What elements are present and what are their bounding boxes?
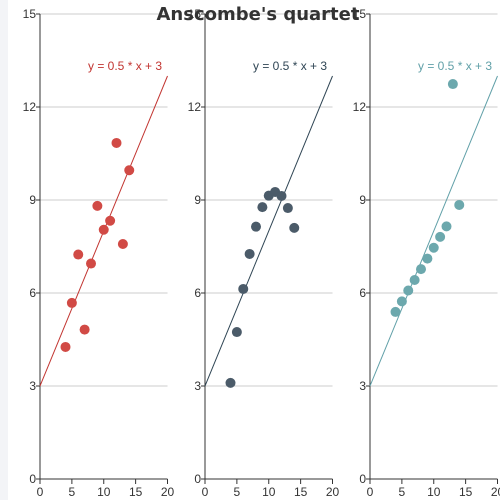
data-point bbox=[422, 253, 433, 264]
data-point bbox=[447, 79, 458, 90]
y-tick-label: 15 bbox=[188, 7, 202, 21]
x-tick-label: 15 bbox=[129, 485, 143, 499]
data-point bbox=[225, 377, 236, 388]
panel-1: 0 3 6 9 12 15 0 5 10 15 20 y = 0.5 * x + 3 bbox=[23, 7, 175, 499]
data-point bbox=[117, 239, 128, 250]
data-point bbox=[105, 215, 116, 226]
y-tick-label: 9 bbox=[29, 193, 36, 207]
data-point bbox=[251, 221, 261, 232]
data-point bbox=[454, 199, 465, 210]
y-tick-label: 3 bbox=[194, 379, 201, 393]
y-tick-label: 6 bbox=[29, 286, 36, 300]
regression-line bbox=[204, 75, 333, 387]
panel-3: 0 3 6 9 12 15 0 5 10 15 20 y = 0.5 * x + 3 bbox=[353, 7, 500, 499]
regression-line bbox=[369, 75, 498, 387]
left-edge-strip bbox=[0, 0, 8, 500]
y-tick-label: 15 bbox=[353, 7, 367, 21]
data-point bbox=[409, 274, 420, 285]
data-point bbox=[86, 258, 96, 269]
data-point bbox=[441, 221, 452, 232]
y-tick-label: 6 bbox=[194, 286, 201, 300]
x-tick-label: 10 bbox=[427, 485, 441, 499]
x-tick-label: 20 bbox=[161, 485, 175, 499]
panel-2: 0 3 6 9 12 15 0 5 10 15 20 y = 0.5 * x + 3 bbox=[188, 7, 340, 499]
data-point bbox=[111, 137, 122, 148]
data-point bbox=[92, 200, 103, 211]
x-tick-label: 20 bbox=[491, 485, 500, 499]
data-point bbox=[238, 283, 249, 294]
y-tick-label: 12 bbox=[23, 100, 37, 114]
data-point bbox=[66, 297, 77, 308]
data-point bbox=[60, 341, 71, 352]
data-point bbox=[289, 222, 300, 233]
equation-label: y = 0.5 * x + 3 bbox=[418, 59, 492, 73]
x-tick-label: 0 bbox=[37, 485, 44, 499]
y-tick-label: 0 bbox=[194, 472, 201, 486]
equation-label: y = 0.5 * x + 3 bbox=[253, 59, 327, 73]
data-point bbox=[396, 296, 407, 307]
x-tick-label: 5 bbox=[399, 485, 406, 499]
x-tick-label: 0 bbox=[367, 485, 374, 499]
data-point bbox=[416, 264, 426, 275]
data-point bbox=[124, 165, 135, 176]
x-tick-label: 10 bbox=[262, 485, 276, 499]
data-point bbox=[257, 202, 268, 213]
data-point bbox=[390, 306, 401, 317]
data-point bbox=[276, 190, 287, 201]
y-tick-label: 3 bbox=[29, 379, 36, 393]
x-tick-label: 15 bbox=[294, 485, 308, 499]
y-tick-label: 12 bbox=[353, 100, 367, 114]
y-tick-label: 9 bbox=[194, 193, 201, 207]
y-tick-label: 0 bbox=[359, 472, 366, 486]
equation-label: y = 0.5 * x + 3 bbox=[88, 59, 162, 73]
data-point bbox=[403, 285, 414, 296]
y-tick-label: 15 bbox=[23, 7, 37, 21]
x-tick-label: 0 bbox=[202, 485, 209, 499]
x-tick-label: 5 bbox=[234, 485, 241, 499]
x-tick-label: 15 bbox=[459, 485, 473, 499]
x-tick-label: 20 bbox=[326, 485, 340, 499]
y-tick-label: 12 bbox=[188, 100, 202, 114]
y-tick-label: 0 bbox=[29, 472, 36, 486]
data-point bbox=[73, 249, 84, 260]
data-point bbox=[435, 231, 446, 242]
data-point bbox=[231, 327, 242, 338]
data-point bbox=[282, 203, 293, 214]
chart-title: Anscombe's quartet bbox=[157, 4, 360, 25]
data-point bbox=[79, 324, 90, 335]
y-tick-label: 3 bbox=[359, 379, 366, 393]
x-tick-label: 5 bbox=[69, 485, 76, 499]
x-tick-label: 10 bbox=[97, 485, 111, 499]
data-point bbox=[244, 248, 255, 259]
data-point bbox=[428, 242, 439, 253]
y-tick-label: 9 bbox=[359, 193, 366, 207]
y-tick-label: 6 bbox=[359, 286, 366, 300]
data-point bbox=[98, 224, 109, 235]
